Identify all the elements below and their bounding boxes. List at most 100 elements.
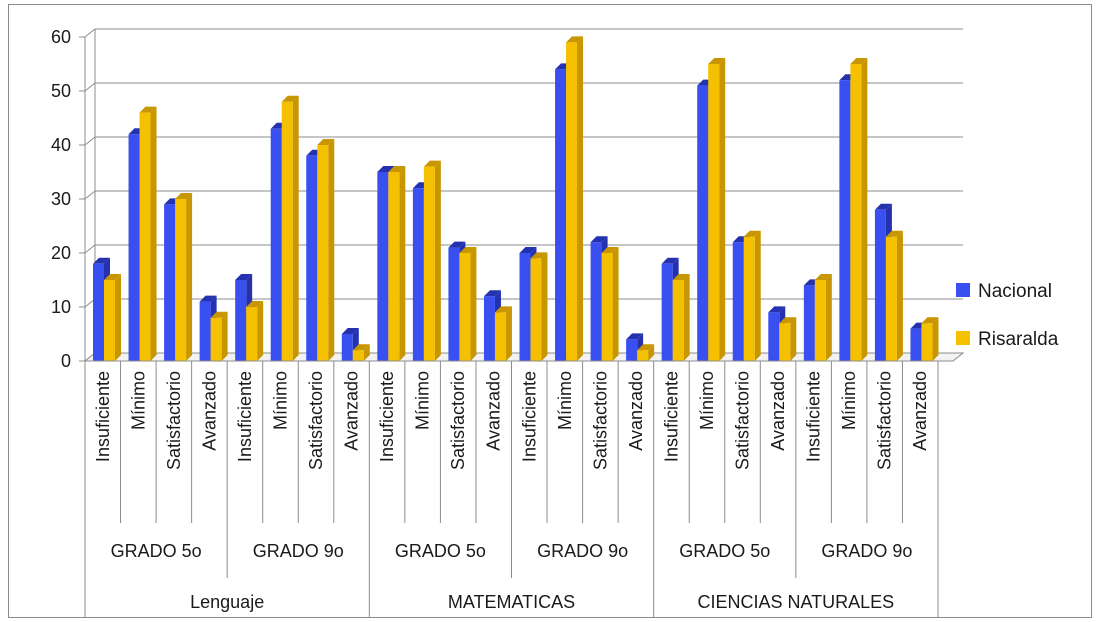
bar-nacional <box>768 312 780 361</box>
x-level-label: Mínimo <box>839 371 859 430</box>
bar-side-risaralda <box>648 344 655 361</box>
bar-top-risaralda <box>779 317 797 324</box>
bar-top-risaralda <box>601 247 619 253</box>
bar-nacional <box>697 85 709 361</box>
bar-top-nacional <box>483 290 501 297</box>
bar-nacional <box>235 280 247 361</box>
x-subject-label: Lenguaje <box>190 592 264 612</box>
x-grade-label: GRADO 5o <box>395 541 486 561</box>
bar-risaralda <box>352 350 364 361</box>
x-level-label: Satisfactorio <box>448 371 468 470</box>
x-level-label: Insuficiente <box>804 371 824 462</box>
bar-risaralda <box>708 64 720 361</box>
bar-side-risaralda <box>434 160 441 361</box>
bar-side-risaralda <box>612 247 619 361</box>
bar-top-nacional <box>341 328 359 334</box>
gridline-depth <box>84 244 96 254</box>
bar-risaralda <box>494 312 506 361</box>
x-level-label: Avanzado <box>768 371 788 451</box>
y-tick-label: 30 <box>51 189 71 209</box>
x-level-label: Avanzado <box>484 371 504 451</box>
bar-nacional <box>874 209 886 361</box>
bar-nacional <box>910 328 922 361</box>
x-grade-label: GRADO 5o <box>679 541 770 561</box>
bar-side-risaralda <box>577 36 584 362</box>
bar-nacional <box>412 188 424 361</box>
y-tick-label: 20 <box>51 243 71 263</box>
bar-top-risaralda <box>388 166 406 172</box>
bar-side-risaralda <box>186 193 193 361</box>
x-level-label: Mínimo <box>697 371 717 430</box>
bar-side-risaralda <box>292 95 299 362</box>
bar-nacional <box>519 253 531 361</box>
y-tick-label: 10 <box>51 297 71 317</box>
bar-top-risaralda <box>885 230 903 237</box>
bar-nacional <box>164 204 176 361</box>
bar-side-risaralda <box>115 274 121 361</box>
bar-nacional <box>803 285 815 361</box>
bar-risaralda <box>459 253 471 361</box>
bar-risaralda <box>423 166 435 361</box>
x-level-label: Mínimo <box>270 371 290 430</box>
bar-risaralda <box>814 280 826 361</box>
gridline-depth <box>84 82 96 92</box>
bar-top-nacional <box>874 203 892 210</box>
x-level-label: Avanzado <box>626 371 646 451</box>
bar-risaralda <box>530 258 542 361</box>
x-level-label: Mínimo <box>555 371 575 430</box>
bar-nacional <box>590 242 602 361</box>
bar-nacional <box>377 172 389 361</box>
bar-top-nacional <box>199 295 217 302</box>
bar-nacional <box>626 339 638 361</box>
bar-side-risaralda <box>399 166 406 361</box>
bar-risaralda <box>104 280 115 361</box>
bar-side-risaralda <box>790 317 797 361</box>
bar-risaralda <box>246 307 258 361</box>
bar-top-risaralda <box>317 139 335 145</box>
bar-top-risaralda <box>246 301 264 307</box>
bar-nacional <box>93 263 104 361</box>
x-grade-label: GRADO 5o <box>111 541 202 561</box>
x-level-label: Satisfactorio <box>306 371 326 470</box>
bar-risaralda <box>317 145 329 361</box>
bar-top-risaralda <box>210 311 228 318</box>
x-level-label: Insuficiente <box>377 371 397 462</box>
bar-top-nacional <box>626 333 644 340</box>
bar-risaralda <box>743 236 755 361</box>
bar-nacional <box>732 242 744 361</box>
bar-side-risaralda <box>257 301 264 361</box>
bar-top-nacional <box>590 236 608 243</box>
bar-top-risaralda <box>566 36 584 43</box>
bar-side-risaralda <box>221 311 228 361</box>
bar-top-risaralda <box>104 274 121 280</box>
bar-top-nacional <box>448 241 466 248</box>
bar-side-risaralda <box>363 344 370 361</box>
bar-top-nacional <box>93 257 110 264</box>
bar-top-nacional <box>519 247 537 253</box>
bar-risaralda <box>388 172 400 361</box>
bar-top-risaralda <box>530 252 548 259</box>
x-level-label: Avanzado <box>342 371 362 451</box>
bar-nacional <box>661 263 673 361</box>
bar-top-risaralda <box>494 306 512 313</box>
x-level-label: Avanzado <box>199 371 219 451</box>
x-level-label: Satisfactorio <box>164 371 184 470</box>
bar-risaralda <box>850 64 862 361</box>
x-level-label: Satisfactorio <box>875 371 895 470</box>
bar-nacional <box>448 247 460 361</box>
bar-risaralda <box>672 280 684 361</box>
bar-side-risaralda <box>896 230 903 361</box>
bar-nacional <box>270 128 282 361</box>
x-grade-label: GRADO 9o <box>821 541 912 561</box>
gridline-depth <box>84 28 96 38</box>
legend-swatch-nacional <box>956 283 970 297</box>
x-level-label: Mínimo <box>413 371 433 430</box>
bar-risaralda <box>210 317 222 361</box>
y-tick-label: 0 <box>61 351 71 371</box>
bar-top-risaralda <box>637 344 655 351</box>
x-level-label: Insuficiente <box>519 371 539 462</box>
y-tick-label: 50 <box>51 81 71 101</box>
bar-top-risaralda <box>423 160 441 167</box>
x-subject-label: MATEMATICAS <box>448 592 575 612</box>
